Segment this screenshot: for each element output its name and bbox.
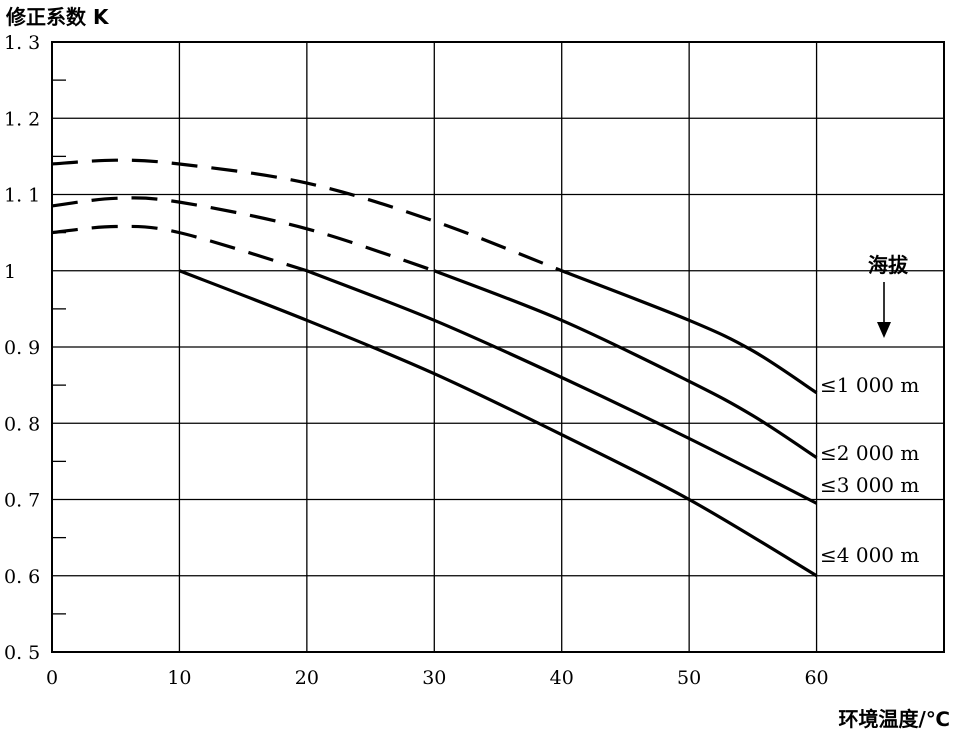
series-3-solid-curve (306, 269, 818, 505)
series-label-3: ≤3 000 m (820, 473, 919, 497)
x-tick-label: 40 (550, 667, 574, 689)
series-2-dashed-curve (51, 196, 435, 273)
down-arrow-icon (877, 282, 891, 338)
series-label-4: ≤4 000 m (820, 543, 919, 567)
y-tick-label: 0. 5 (4, 642, 40, 664)
tick-labels: 0 10 20 30 40 50 60 0. 5 0. 6 0. 7 0. 8 0. 9 1 1. 1 1.… (4, 32, 829, 689)
series-3-dashed-curve (51, 224, 308, 273)
x-tick-label: 30 (422, 667, 446, 689)
series-1-dashed-curve (51, 158, 563, 273)
y-tick-label: 0. 8 (4, 413, 40, 435)
x-tick-label: 10 (167, 667, 191, 689)
y-tick-label: 1. 1 (4, 185, 40, 207)
x-tick-label: 20 (295, 667, 319, 689)
series-label-2: ≤2 000 m (820, 441, 919, 465)
series-label-1: ≤1 000 m (820, 373, 919, 397)
x-tick-label: 60 (804, 667, 828, 689)
grid (51, 41, 945, 653)
y-tick-label: 0. 7 (4, 490, 40, 512)
y-tick-label: 1. 3 (4, 32, 40, 54)
y-axis-title: 修正系数 K (5, 5, 110, 29)
x-tick-label: 50 (677, 667, 701, 689)
legend-title: 海拔 (868, 253, 909, 277)
y-tick-label: 1 (4, 261, 16, 283)
x-axis-title: 环境温度/℃ (838, 707, 950, 731)
x-tick-label: 0 (46, 667, 58, 689)
y-tick-label: 0. 9 (4, 337, 40, 359)
y-tick-label: 1. 2 (4, 108, 40, 130)
series-labels: ≤1 000 m ≤2 000 m ≤3 000 m ≤4 000 m (820, 373, 919, 567)
series-1-solid-curve (561, 269, 818, 395)
series-4-solid-curve (178, 269, 818, 578)
y-tick-label: 0. 6 (4, 566, 40, 588)
series-2-solid-curve (433, 269, 818, 459)
curves (51, 158, 818, 578)
